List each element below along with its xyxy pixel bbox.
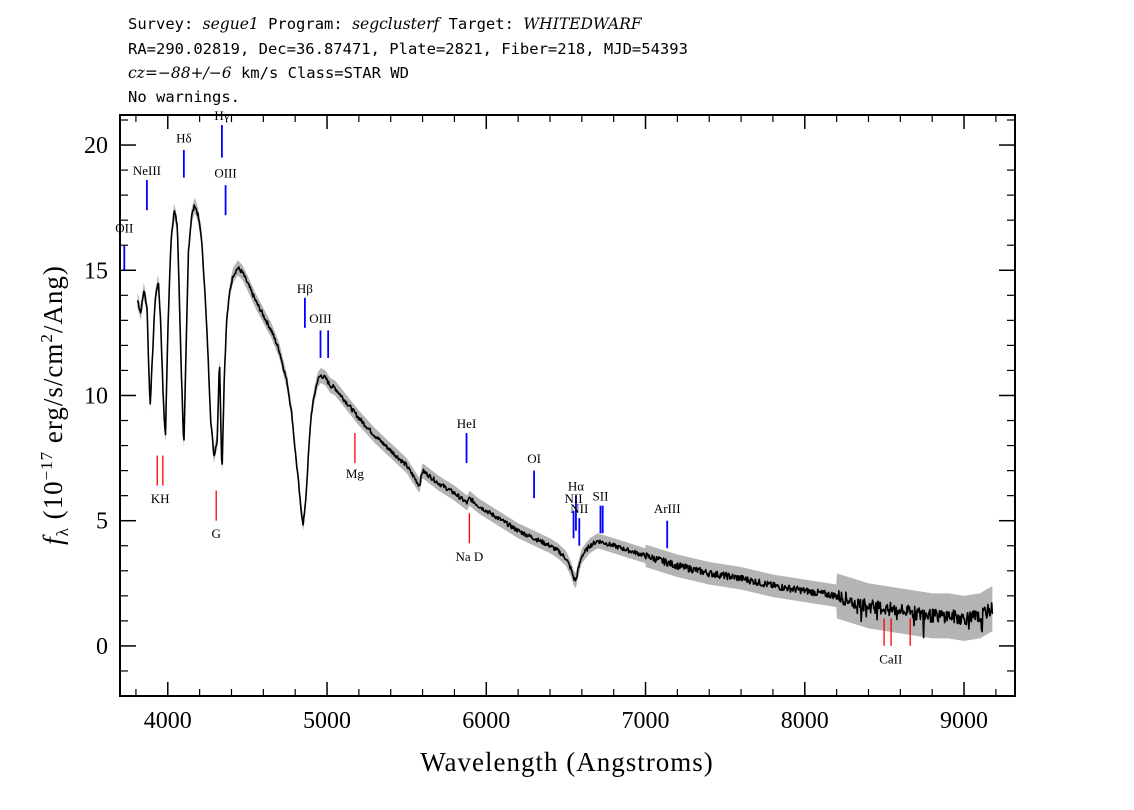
- x-tick-label: 7000: [622, 708, 670, 734]
- x-tick-label: 8000: [781, 708, 829, 734]
- y-tick-label: 10: [84, 383, 108, 409]
- spectral-line-labels: OIINeIIIHδHγOIIIHβOIIIHeIOINIIHαNIISIIAr…: [115, 108, 902, 666]
- y-tick-label: 20: [84, 133, 108, 159]
- x-tick-label: 6000: [462, 708, 510, 734]
- header-line-3: cz=−88+/−6 km/s Class=STAR WD: [128, 64, 409, 82]
- spectrum-line: [136, 204, 994, 639]
- emission-line-label: OI: [527, 451, 541, 466]
- y-tick-label: 0: [96, 634, 108, 660]
- emission-line-label: SII: [593, 489, 609, 504]
- emission-line-label: HeI: [457, 416, 477, 431]
- spectrum-series: [136, 204, 994, 639]
- emission-line-label: Hδ: [176, 131, 192, 146]
- axis-ticks: [120, 115, 1015, 696]
- y-tick-label: 15: [84, 258, 108, 284]
- emission-line-label: Hα: [568, 479, 584, 494]
- plot-frame: [119, 114, 1016, 697]
- error-band: [137, 197, 993, 641]
- spectral-line-markers: [123, 125, 911, 646]
- tick-labels: 4000 5000 6000 7000 8000 9000 0 5 10 15 20: [84, 133, 988, 734]
- header-line-1: Survey: segue1 Program: segclusterf Targ…: [128, 15, 643, 33]
- absorption-line-label: G: [211, 526, 220, 541]
- emission-line-label: NII: [570, 501, 588, 516]
- y-tick-label: 5: [96, 509, 108, 535]
- y-axis-label: fλ (10−17 erg/s/cm2/Ang): [37, 265, 72, 545]
- x-tick-label: 4000: [144, 708, 192, 734]
- emission-line-label: Hβ: [297, 281, 313, 296]
- x-tick-label: 5000: [303, 708, 351, 734]
- absorption-line-label: Mg: [346, 466, 365, 481]
- survey-value: segue1: [203, 15, 259, 33]
- header-line-4: No warnings.: [128, 88, 240, 106]
- emission-line-label: NII: [565, 491, 583, 506]
- program-value: segclusterf: [352, 15, 442, 33]
- error-band-area: [137, 197, 993, 641]
- emission-line-label: ArIII: [654, 501, 681, 516]
- x-axis-label: Wavelength (Angstroms): [420, 747, 714, 777]
- header-line-2: RA=290.02819, Dec=36.87471, Plate=2821, …: [128, 40, 688, 58]
- emission-line-label: Hγ: [214, 108, 229, 123]
- emission-line-label: OIII: [309, 311, 331, 326]
- emission-line-label: OIII: [214, 166, 236, 181]
- absorption-line-label: Na D: [456, 549, 484, 564]
- absorption-line-label: KH: [151, 491, 170, 506]
- absorption-line-label: CaII: [879, 651, 902, 666]
- target-value: WHITEDWARF: [523, 15, 643, 33]
- x-tick-label: 9000: [940, 708, 988, 734]
- emission-line-label: NeIII: [133, 163, 161, 178]
- emission-line-label: OII: [115, 221, 133, 236]
